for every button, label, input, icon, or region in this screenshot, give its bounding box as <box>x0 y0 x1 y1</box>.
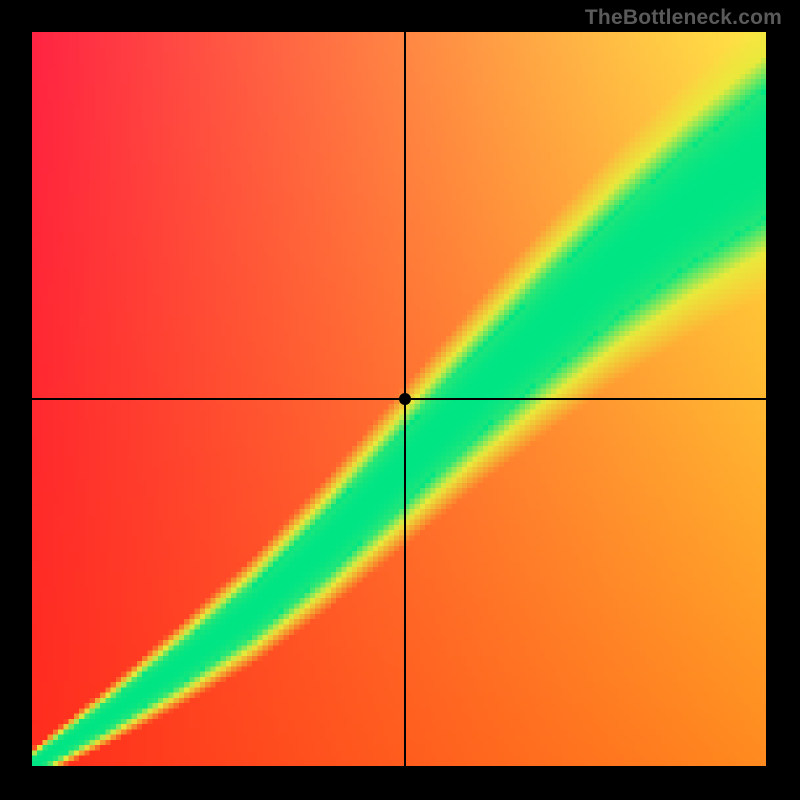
selection-marker <box>399 393 411 405</box>
watermark-text: TheBottleneck.com <box>585 6 782 30</box>
heatmap-plot <box>32 32 766 766</box>
